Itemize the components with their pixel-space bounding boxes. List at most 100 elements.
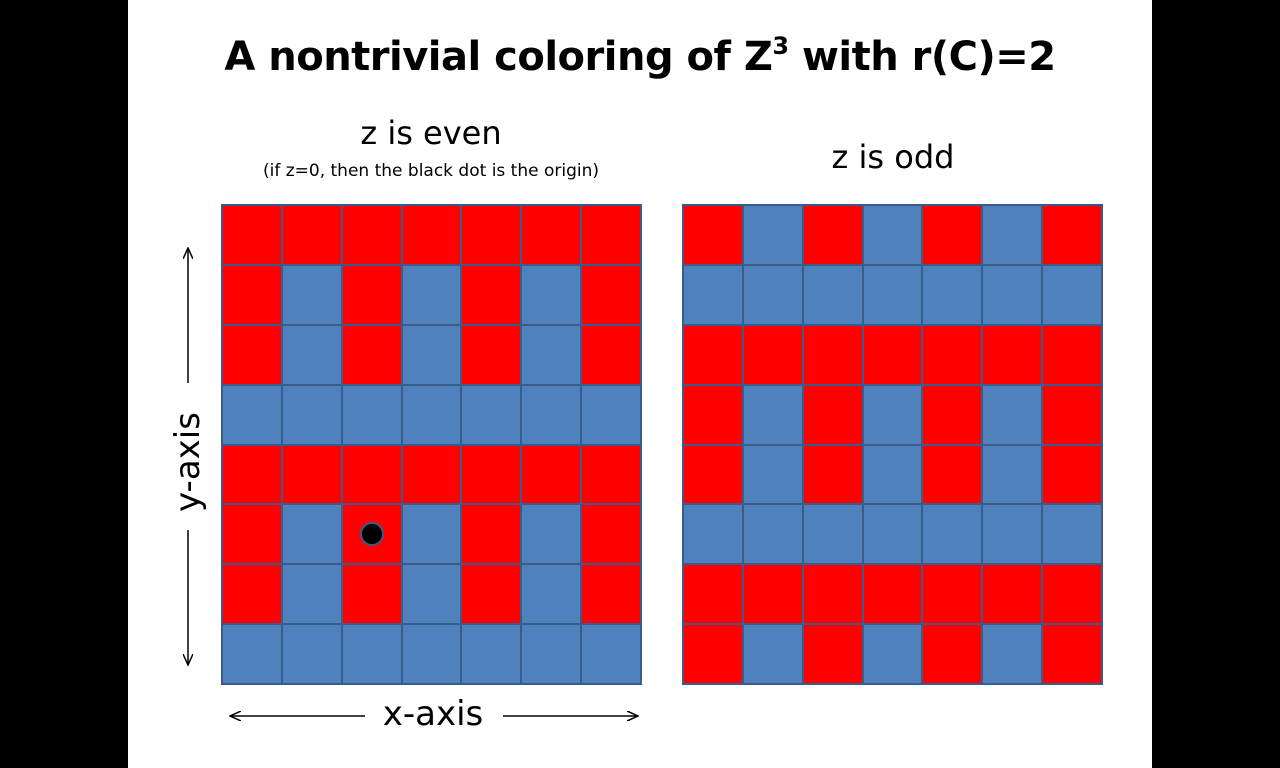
odd-cell-red <box>684 445 742 504</box>
even-cell-red <box>223 265 281 324</box>
odd-cell-blue <box>983 445 1042 504</box>
origin-dot <box>359 522 384 547</box>
odd-cell-blue <box>863 385 922 444</box>
odd-cell-red <box>743 325 802 384</box>
odd-cell-blue <box>863 625 922 683</box>
odd-cell-blue <box>863 206 922 264</box>
even-cell-blue <box>402 265 461 324</box>
even-cell-red <box>462 265 521 324</box>
even-cell-red <box>582 265 640 324</box>
odd-cell-red <box>923 325 982 384</box>
odd-coloring-grid <box>682 204 1103 685</box>
even-cell-red <box>223 505 281 564</box>
x-axis-label: x-axis <box>382 694 484 734</box>
even-cell-red <box>582 565 640 624</box>
even-cell-blue <box>522 325 581 384</box>
even-cell-blue <box>282 505 341 564</box>
even-cell-red <box>582 445 640 504</box>
odd-cell-blue <box>983 206 1042 264</box>
title-main: A nontrivial coloring of Z <box>224 34 773 80</box>
even-cell-blue <box>402 565 461 624</box>
odd-cell-red <box>923 625 982 683</box>
odd-cell-red <box>923 385 982 444</box>
even-cell-red <box>582 325 640 384</box>
even-cell-red <box>462 325 521 384</box>
even-cell-blue <box>223 625 281 683</box>
odd-panel-title: z is odd <box>831 138 955 176</box>
odd-cell-red <box>923 445 982 504</box>
even-cell-red <box>402 206 461 264</box>
even-cell-red <box>342 445 401 504</box>
odd-cell-red <box>684 565 742 624</box>
even-cell-blue <box>522 625 581 683</box>
slide: A nontrivial coloring of Z3 with r(C)=2 … <box>128 0 1152 768</box>
odd-cell-red <box>803 565 862 624</box>
even-cell-blue <box>582 385 640 444</box>
odd-cell-red <box>983 325 1042 384</box>
even-panel-title: z is even <box>360 114 502 152</box>
even-cell-blue <box>402 385 461 444</box>
even-cell-blue <box>402 625 461 683</box>
odd-cell-red <box>684 206 742 264</box>
odd-cell-blue <box>743 265 802 324</box>
even-cell-blue <box>462 625 521 683</box>
even-panel-note: (if z=0, then the black dot is the origi… <box>262 161 600 181</box>
even-coloring-grid <box>221 204 642 685</box>
odd-cell-red <box>923 206 982 264</box>
title-rest: with r(C)=2 <box>788 34 1056 80</box>
odd-cell-blue <box>743 445 802 504</box>
even-cell-red <box>282 445 341 504</box>
odd-cell-blue <box>803 265 862 324</box>
even-cell-red <box>223 325 281 384</box>
odd-cell-red <box>1043 385 1101 444</box>
y-axis-label: y-axis <box>168 412 208 512</box>
odd-cell-blue <box>983 505 1042 564</box>
even-cell-blue <box>402 505 461 564</box>
odd-cell-blue <box>863 445 922 504</box>
odd-cell-blue <box>923 265 982 324</box>
odd-cell-blue <box>1043 505 1101 564</box>
even-cell-blue <box>342 625 401 683</box>
even-cell-red <box>342 325 401 384</box>
title-superscript: 3 <box>772 32 789 60</box>
slide-title: A nontrivial coloring of Z3 with r(C)=2 <box>128 34 1152 80</box>
odd-cell-blue <box>983 265 1042 324</box>
odd-cell-red <box>983 565 1042 624</box>
odd-cell-red <box>863 565 922 624</box>
odd-cell-red <box>743 565 802 624</box>
even-cell-blue <box>223 385 281 444</box>
odd-cell-red <box>1043 325 1101 384</box>
odd-cell-red <box>684 325 742 384</box>
odd-cell-blue <box>983 385 1042 444</box>
even-cell-blue <box>342 385 401 444</box>
odd-cell-red <box>1043 625 1101 683</box>
odd-cell-red <box>1043 445 1101 504</box>
even-cell-blue <box>282 265 341 324</box>
odd-cell-blue <box>1043 265 1101 324</box>
even-cell-red <box>522 206 581 264</box>
even-cell-red <box>462 505 521 564</box>
even-cell-red <box>223 565 281 624</box>
even-cell-red <box>223 445 281 504</box>
odd-cell-blue <box>923 505 982 564</box>
odd-cell-blue <box>743 385 802 444</box>
even-cell-blue <box>522 385 581 444</box>
odd-cell-blue <box>863 505 922 564</box>
even-cell-red <box>223 206 281 264</box>
odd-cell-blue <box>743 625 802 683</box>
odd-cell-blue <box>983 625 1042 683</box>
even-cell-red <box>342 565 401 624</box>
even-cell-red <box>582 505 640 564</box>
odd-cell-red <box>1043 206 1101 264</box>
odd-cell-blue <box>863 265 922 324</box>
even-cell-blue <box>522 265 581 324</box>
even-cell-blue <box>282 625 341 683</box>
odd-cell-red <box>803 445 862 504</box>
even-cell-blue <box>522 505 581 564</box>
odd-cell-red <box>1043 565 1101 624</box>
even-cell-red <box>282 206 341 264</box>
even-cell-red <box>582 206 640 264</box>
odd-cell-red <box>863 325 922 384</box>
even-cell-red <box>342 206 401 264</box>
odd-cell-blue <box>684 265 742 324</box>
